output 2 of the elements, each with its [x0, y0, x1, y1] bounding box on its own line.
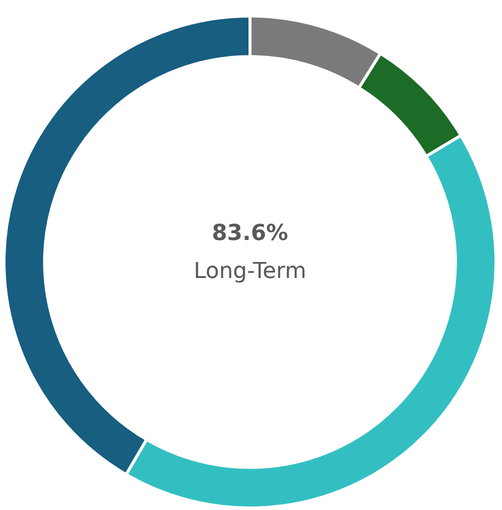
- text: 83.6%: [212, 221, 288, 246]
- text: Long-Term: [194, 259, 306, 284]
